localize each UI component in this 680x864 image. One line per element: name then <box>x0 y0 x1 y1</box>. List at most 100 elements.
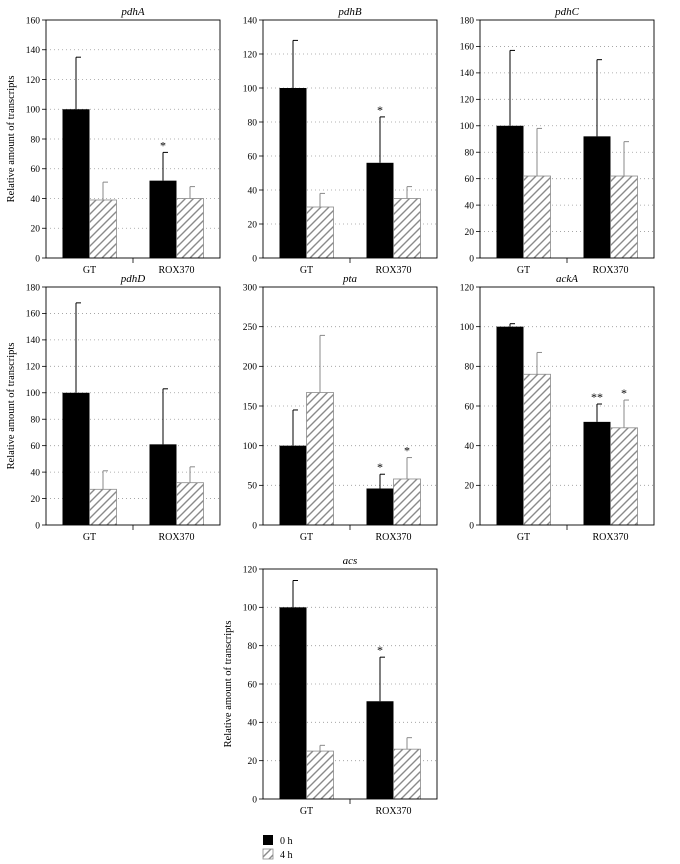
y-tick-label: 40 <box>31 468 41 478</box>
chart-title: pdhB <box>337 6 362 18</box>
y-tick-label: 0 <box>469 521 474 531</box>
y-tick-label: 120 <box>243 50 258 60</box>
bar-rox370-0-h <box>366 162 394 258</box>
y-tick-label: 100 <box>26 389 41 399</box>
y-tick-label: 80 <box>248 642 258 652</box>
significance-mark: * <box>621 386 627 400</box>
chart-acs: GT * ROX370 0 20 40 60 80 100 120 acs Relative amou… <box>223 555 438 817</box>
legend-swatch-0h <box>263 835 273 845</box>
y-tick-label: 80 <box>31 135 41 145</box>
y-tick-label: 100 <box>460 122 475 132</box>
y-tick-label: 120 <box>26 76 41 86</box>
y-tick-label: 20 <box>31 495 41 505</box>
y-tick-label: 100 <box>243 84 258 94</box>
bar-gt-0-h <box>279 607 307 799</box>
bar-gt-0-h <box>279 445 307 525</box>
chart-title: pdhC <box>554 6 580 18</box>
significance-mark: ** <box>591 390 603 404</box>
y-axis-label: Relative amount of transcripts <box>6 76 17 203</box>
y-tick-label: 20 <box>465 228 475 238</box>
significance-mark: * <box>377 643 383 657</box>
x-tick-label: ROX370 <box>158 265 194 276</box>
legend-swatch-4h <box>262 848 274 860</box>
y-tick-label: 40 <box>248 186 258 196</box>
legend-label-4h: 4 h <box>280 850 293 861</box>
chart-pdhc: GT ROX370 0 20 40 60 80 100 120 140 160 180 pdhC <box>460 6 655 276</box>
bar-rox370-0-h <box>366 701 394 799</box>
bar-rox370-4-h <box>393 478 421 526</box>
bar-gt-4-h <box>523 175 551 259</box>
y-tick-label: 0 <box>35 254 40 264</box>
chart-pta: GT * * ROX370 0 50 100 150 200 250 300 pta <box>243 273 438 543</box>
bar-rox370-0-h <box>149 444 177 525</box>
plot-frame <box>262 19 438 259</box>
y-tick-label: 40 <box>31 195 41 205</box>
bar-rox370-4-h <box>393 748 421 800</box>
chart-title: ackA <box>556 273 578 285</box>
y-tick-label: 60 <box>31 442 41 452</box>
bar-gt-0-h <box>496 125 524 259</box>
y-tick-label: 0 <box>252 254 257 264</box>
bar-rox370-0-h <box>366 488 394 525</box>
y-tick-label: 0 <box>252 795 257 805</box>
panels: GT * ROX370 0 20 40 60 80 100 120 140 160 pdhA Relati… <box>6 6 655 817</box>
y-tick-label: 300 <box>243 283 258 293</box>
y-tick-label: 80 <box>465 149 475 159</box>
bar-rox370-4-h <box>610 175 638 259</box>
x-tick-label: ROX370 <box>158 532 194 543</box>
x-tick-label: GT <box>517 532 530 543</box>
x-tick-label: ROX370 <box>375 806 411 817</box>
bar-gt-4-h <box>89 199 117 259</box>
y-tick-label: 140 <box>26 46 41 56</box>
chart-title: pta <box>342 273 358 285</box>
y-tick-label: 100 <box>26 106 41 116</box>
x-tick-label: GT <box>300 806 313 817</box>
y-tick-label: 20 <box>248 220 258 230</box>
bar-gt-4-h <box>306 392 334 526</box>
chart-pdhd: GT ROX370 0 20 40 60 80 100 120 140 160 180 pdhD Rela… <box>6 273 221 543</box>
bar-rox370-4-h <box>176 482 204 526</box>
chart-title: pdhA <box>120 6 145 18</box>
bar-rox370-0-h <box>583 421 611 525</box>
y-tick-label: 80 <box>465 363 475 373</box>
y-tick-label: 140 <box>26 336 41 346</box>
x-tick-label: GT <box>300 265 313 276</box>
y-tick-label: 40 <box>465 201 475 211</box>
y-axis-label: Relative amount of transcripts <box>223 621 234 748</box>
chart-pdha: GT * ROX370 0 20 40 60 80 100 120 140 160 pdhA Relati… <box>6 6 221 276</box>
y-tick-label: 50 <box>248 482 258 492</box>
y-tick-label: 60 <box>465 402 475 412</box>
x-tick-label: GT <box>83 532 96 543</box>
plot-frame <box>45 286 221 526</box>
y-tick-label: 100 <box>243 604 258 614</box>
y-tick-label: 120 <box>243 565 258 575</box>
y-tick-label: 160 <box>26 310 41 320</box>
y-tick-label: 120 <box>460 96 475 106</box>
bar-rox370-4-h <box>393 198 421 259</box>
bar-rox370-0-h <box>583 136 611 258</box>
x-tick-label: GT <box>83 265 96 276</box>
y-tick-label: 0 <box>469 254 474 264</box>
legend: 0 h 4 h <box>262 835 293 861</box>
bar-rox370-4-h <box>176 198 204 259</box>
bar-gt-0-h <box>279 88 307 258</box>
y-tick-label: 150 <box>243 402 258 412</box>
y-tick-label: 40 <box>465 442 475 452</box>
bar-gt-0-h <box>62 392 90 525</box>
y-tick-label: 140 <box>460 69 475 79</box>
y-tick-label: 120 <box>26 363 41 373</box>
y-tick-label: 200 <box>243 363 258 373</box>
y-tick-label: 100 <box>460 323 475 333</box>
bar-gt-4-h <box>306 206 334 259</box>
plot-frame <box>479 19 655 259</box>
chart-title: pdhD <box>120 273 146 285</box>
y-tick-label: 120 <box>460 283 475 293</box>
y-tick-label: 160 <box>26 16 41 26</box>
y-tick-label: 100 <box>243 442 258 452</box>
y-tick-label: 80 <box>248 118 258 128</box>
y-tick-label: 20 <box>31 225 41 235</box>
x-tick-label: ROX370 <box>375 532 411 543</box>
chart-pdhb: GT * ROX370 0 20 40 60 80 100 120 140 pdhB <box>243 6 438 276</box>
